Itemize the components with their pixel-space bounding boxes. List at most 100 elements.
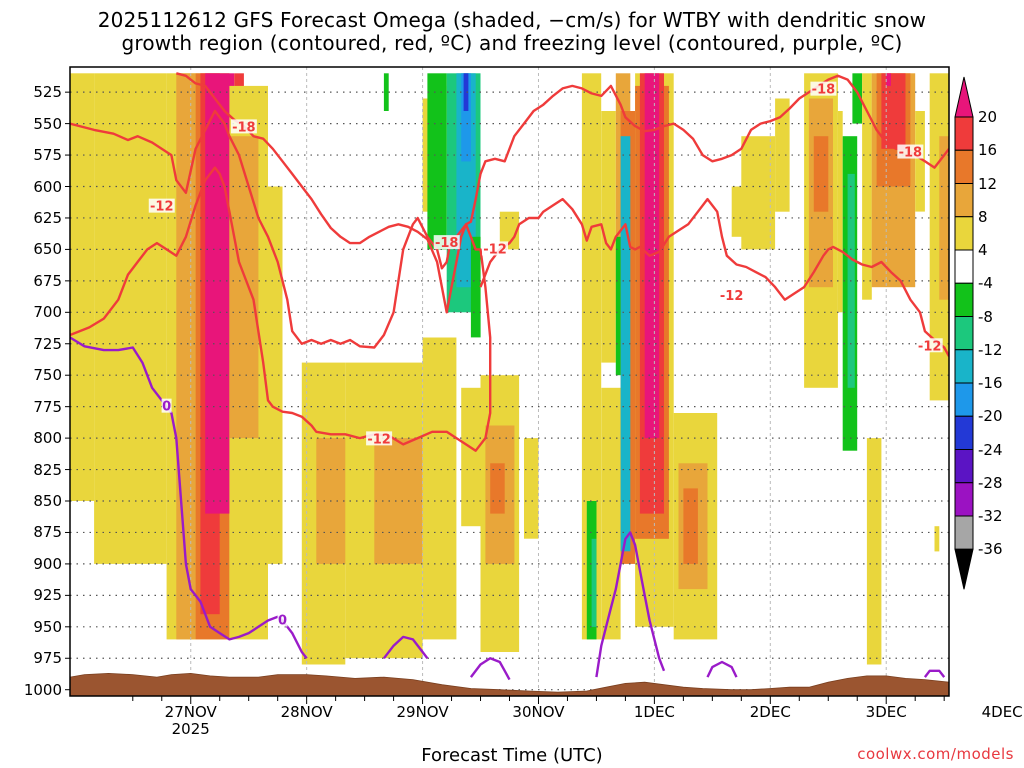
credit-link[interactable]: coolwx.com/models <box>857 745 1014 763</box>
omega-cell <box>461 73 471 162</box>
contour-label-minus12-bg <box>148 198 175 213</box>
chart-title-line2: growth region (contoured, red, ºC) and f… <box>121 31 903 55</box>
colorbar-segment <box>954 415 974 450</box>
y-tick-label: 525 <box>33 83 62 102</box>
y-tick-label: 1000 <box>23 680 62 699</box>
contour-label-minus12: -12 <box>367 432 391 447</box>
omega-cell <box>601 111 616 363</box>
contour-label-minus18: -18 <box>812 83 836 98</box>
omega-cell <box>427 73 447 250</box>
x-tick-label: 28NOV <box>280 703 333 721</box>
y-tick-label: 850 <box>33 492 62 510</box>
omega-cell <box>490 463 505 514</box>
contour-label-minus12: -12 <box>918 339 942 354</box>
omega-cell <box>866 438 882 665</box>
colorbar-segment <box>954 316 974 351</box>
omega-cell <box>934 526 940 552</box>
y-tick-label: 925 <box>33 586 62 605</box>
colorbar-label: 16 <box>978 141 998 160</box>
freezing-contour <box>469 657 511 681</box>
colorbar-label: -28 <box>978 473 1003 492</box>
omega-cell <box>205 73 235 514</box>
contour-label-minus18: -18 <box>899 146 923 161</box>
omega-cell <box>470 236 481 338</box>
colorbar <box>954 76 974 590</box>
colorbar-label: 4 <box>978 241 988 259</box>
colorbar-segment <box>954 116 974 151</box>
colorbar-segment <box>954 216 974 251</box>
contour-label-zero: 0 <box>162 400 171 415</box>
contour-label-minus12-bg <box>366 431 393 446</box>
x-tick-label: 1DEC <box>633 703 675 721</box>
y-tick-label: 650 <box>33 240 62 259</box>
omega-cell <box>615 236 621 376</box>
colorbar-bottom-arrow <box>954 548 974 590</box>
contour-label-minus12-bg <box>916 338 943 353</box>
omega-cell <box>70 73 95 502</box>
contour-label-minus12: -12 <box>483 242 507 257</box>
omega-cell <box>229 136 259 439</box>
y-tick-label: 625 <box>33 208 62 227</box>
omega-cell <box>886 73 891 86</box>
colorbar-top-arrow <box>954 76 974 118</box>
x-tick-label: 4DEC <box>981 703 1023 721</box>
colorbar-label: -20 <box>978 407 1003 426</box>
omega-cell <box>862 73 872 300</box>
omega-cell <box>383 73 389 111</box>
freezing-contour <box>70 336 308 660</box>
omega-cell <box>620 136 631 552</box>
colorbar-label: 8 <box>978 207 988 226</box>
freezing-contour <box>706 660 738 678</box>
x-tick-label: 2DEC <box>749 703 791 721</box>
x-tick-marks <box>65 91 945 704</box>
omega-cell <box>852 73 863 124</box>
x-tick-label: 3DEC <box>865 703 907 721</box>
y-tick-label: 700 <box>33 303 62 322</box>
colorbar-label: -24 <box>978 440 1003 459</box>
colorbar-segment <box>954 515 974 550</box>
colorbar-segment <box>954 149 974 184</box>
y-tick-label: 825 <box>33 460 62 479</box>
omega-cell <box>422 337 457 640</box>
omega-shading-layer <box>70 73 949 665</box>
colorbar-label: -12 <box>978 340 1003 359</box>
y-tick-label: 900 <box>33 554 62 573</box>
colorbar-label: -36 <box>978 540 1003 559</box>
contour-label-minus18: -18 <box>232 120 256 135</box>
colorbar-segment <box>954 183 974 218</box>
x-axis-title: Forecast Time (UTC) <box>421 745 603 766</box>
dgz-contour--12 <box>70 109 492 452</box>
omega-cell <box>881 73 906 149</box>
y-tick-label: 675 <box>33 271 62 290</box>
contour-label-minus12-bg <box>718 287 745 302</box>
terrain-fill <box>70 672 949 696</box>
colorbar-label: -16 <box>978 374 1003 392</box>
omega-cell <box>581 73 602 640</box>
colorbar-label: -4 <box>978 274 993 293</box>
omega-cell <box>915 111 925 212</box>
freezing-contour <box>923 669 946 678</box>
y-tick-label: 800 <box>33 429 62 448</box>
terrain-layer <box>70 672 949 696</box>
x-tick-label: 30NOV <box>512 703 565 721</box>
omega-cell <box>591 538 597 627</box>
colorbar-label: 20 <box>978 108 998 126</box>
x-tick-label: 29NOV <box>396 703 449 721</box>
contour-label-minus12: -12 <box>150 200 174 215</box>
y-tick-label: 750 <box>33 366 62 385</box>
omega-cell <box>683 488 698 564</box>
freezing-contour <box>382 635 429 660</box>
dgz-contour--12 <box>479 197 949 357</box>
y-tick-label: 550 <box>33 114 62 133</box>
omega-cell <box>813 136 829 212</box>
freezing-contour <box>595 531 666 678</box>
contour-label-minus18-bg <box>230 119 257 134</box>
contour-label-zero: 0 <box>278 614 287 629</box>
contour-label-minus18-bg <box>433 235 460 250</box>
omega-cell <box>601 387 621 640</box>
grid-layer <box>70 67 949 696</box>
colorbar-segment <box>954 482 974 517</box>
omega-cell <box>461 387 481 527</box>
contour-label-minus12: -12 <box>720 289 744 304</box>
